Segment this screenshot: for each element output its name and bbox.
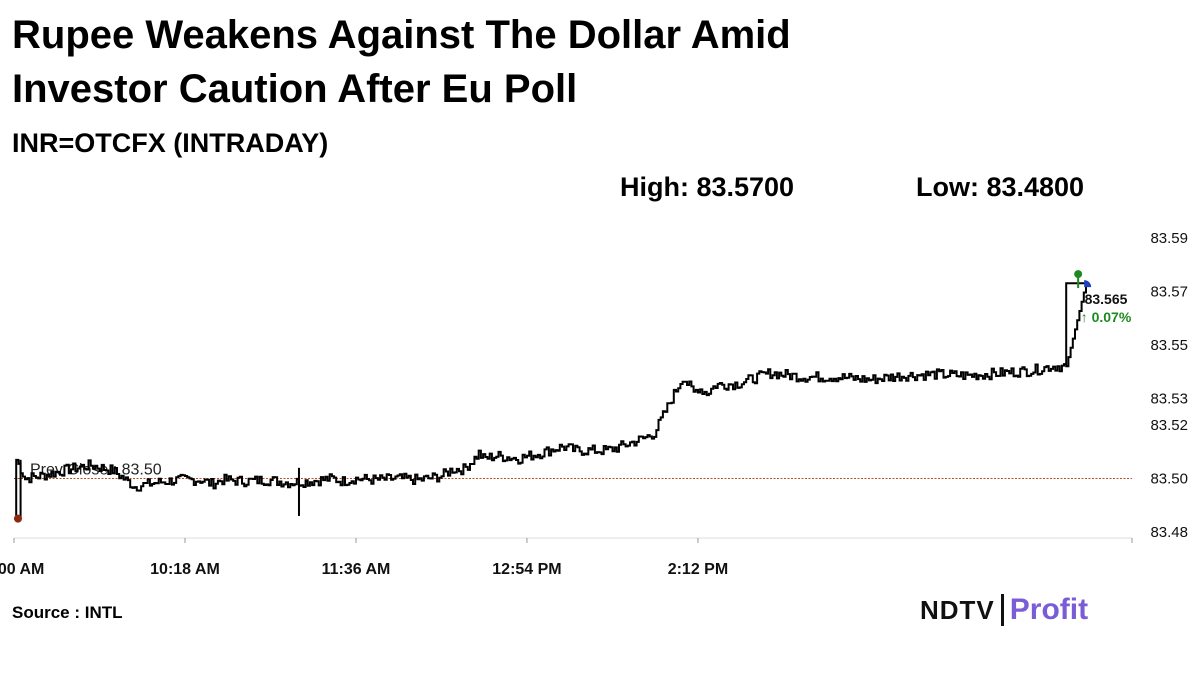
headline-line-2: Investor Caution After Eu Poll [12,67,578,111]
source-note: Source : INTL [12,603,123,622]
y-tick-label: 83.52 [1150,417,1188,434]
x-tick-label: 10:18 AM [150,561,220,578]
headline: Rupee Weakens Against The Dollar Amid In… [12,8,1012,116]
low-value: Low: 83.4800 [916,172,1085,202]
end-marker-icon [1084,280,1092,288]
y-tick-label: 83.50 [1150,471,1188,488]
x-tick-label: 9:00 AM [0,561,44,578]
last-point-marker [1074,270,1083,279]
y-tick-label: 83.48 [1150,524,1188,541]
logo-divider [1000,594,1004,626]
last-value-label: 83.565 [1085,291,1128,307]
y-tick-label: 83.53 [1150,390,1188,407]
change-percent-label: ↑ 0.07% [1081,309,1132,325]
logo-profit-text: Profit [1009,593,1089,626]
x-tick-label: 11:36 AM [322,561,391,578]
headline-line-1: Rupee Weakens Against The Dollar Amid [12,13,791,57]
x-tick-label: 2:12 PM [668,561,728,578]
x-tick-label: 12:54 PM [492,561,561,578]
chart-subtitle: INR=OTCFX (INTRADAY) [12,128,329,158]
intraday-chart: 9:00 AM 10:18 AM 11:36 AM 12:54 PM 2:12 PM 83… [0,230,1188,578]
ndtv-profit-logo: NDTV Profit [920,590,1088,630]
y-tick-label: 83.59 [1150,230,1188,247]
series-line [14,282,1087,520]
y-tick-label: 83.55 [1150,337,1188,354]
logo-ndtv-text: NDTV [920,594,995,625]
start-point-marker [14,514,22,523]
high-value: High: 83.5700 [620,172,795,202]
y-tick-label: 83.57 [1150,283,1188,300]
